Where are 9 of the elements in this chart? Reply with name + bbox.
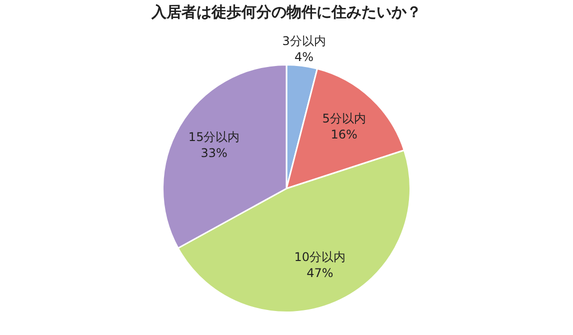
slice-label: 3分以内: [282, 34, 326, 48]
chart-title: 入居者は徒歩何分の物件に住みたいか？: [150, 2, 422, 21]
slice-label: 5分以内: [322, 111, 366, 126]
data-label: 4%: [294, 50, 314, 64]
slice-label: 15分以内: [188, 130, 240, 144]
data-label: 16%: [330, 127, 358, 142]
data-label: 47%: [306, 266, 334, 280]
slice-label: 10分以内: [294, 250, 346, 264]
data-label: 33%: [200, 146, 228, 160]
